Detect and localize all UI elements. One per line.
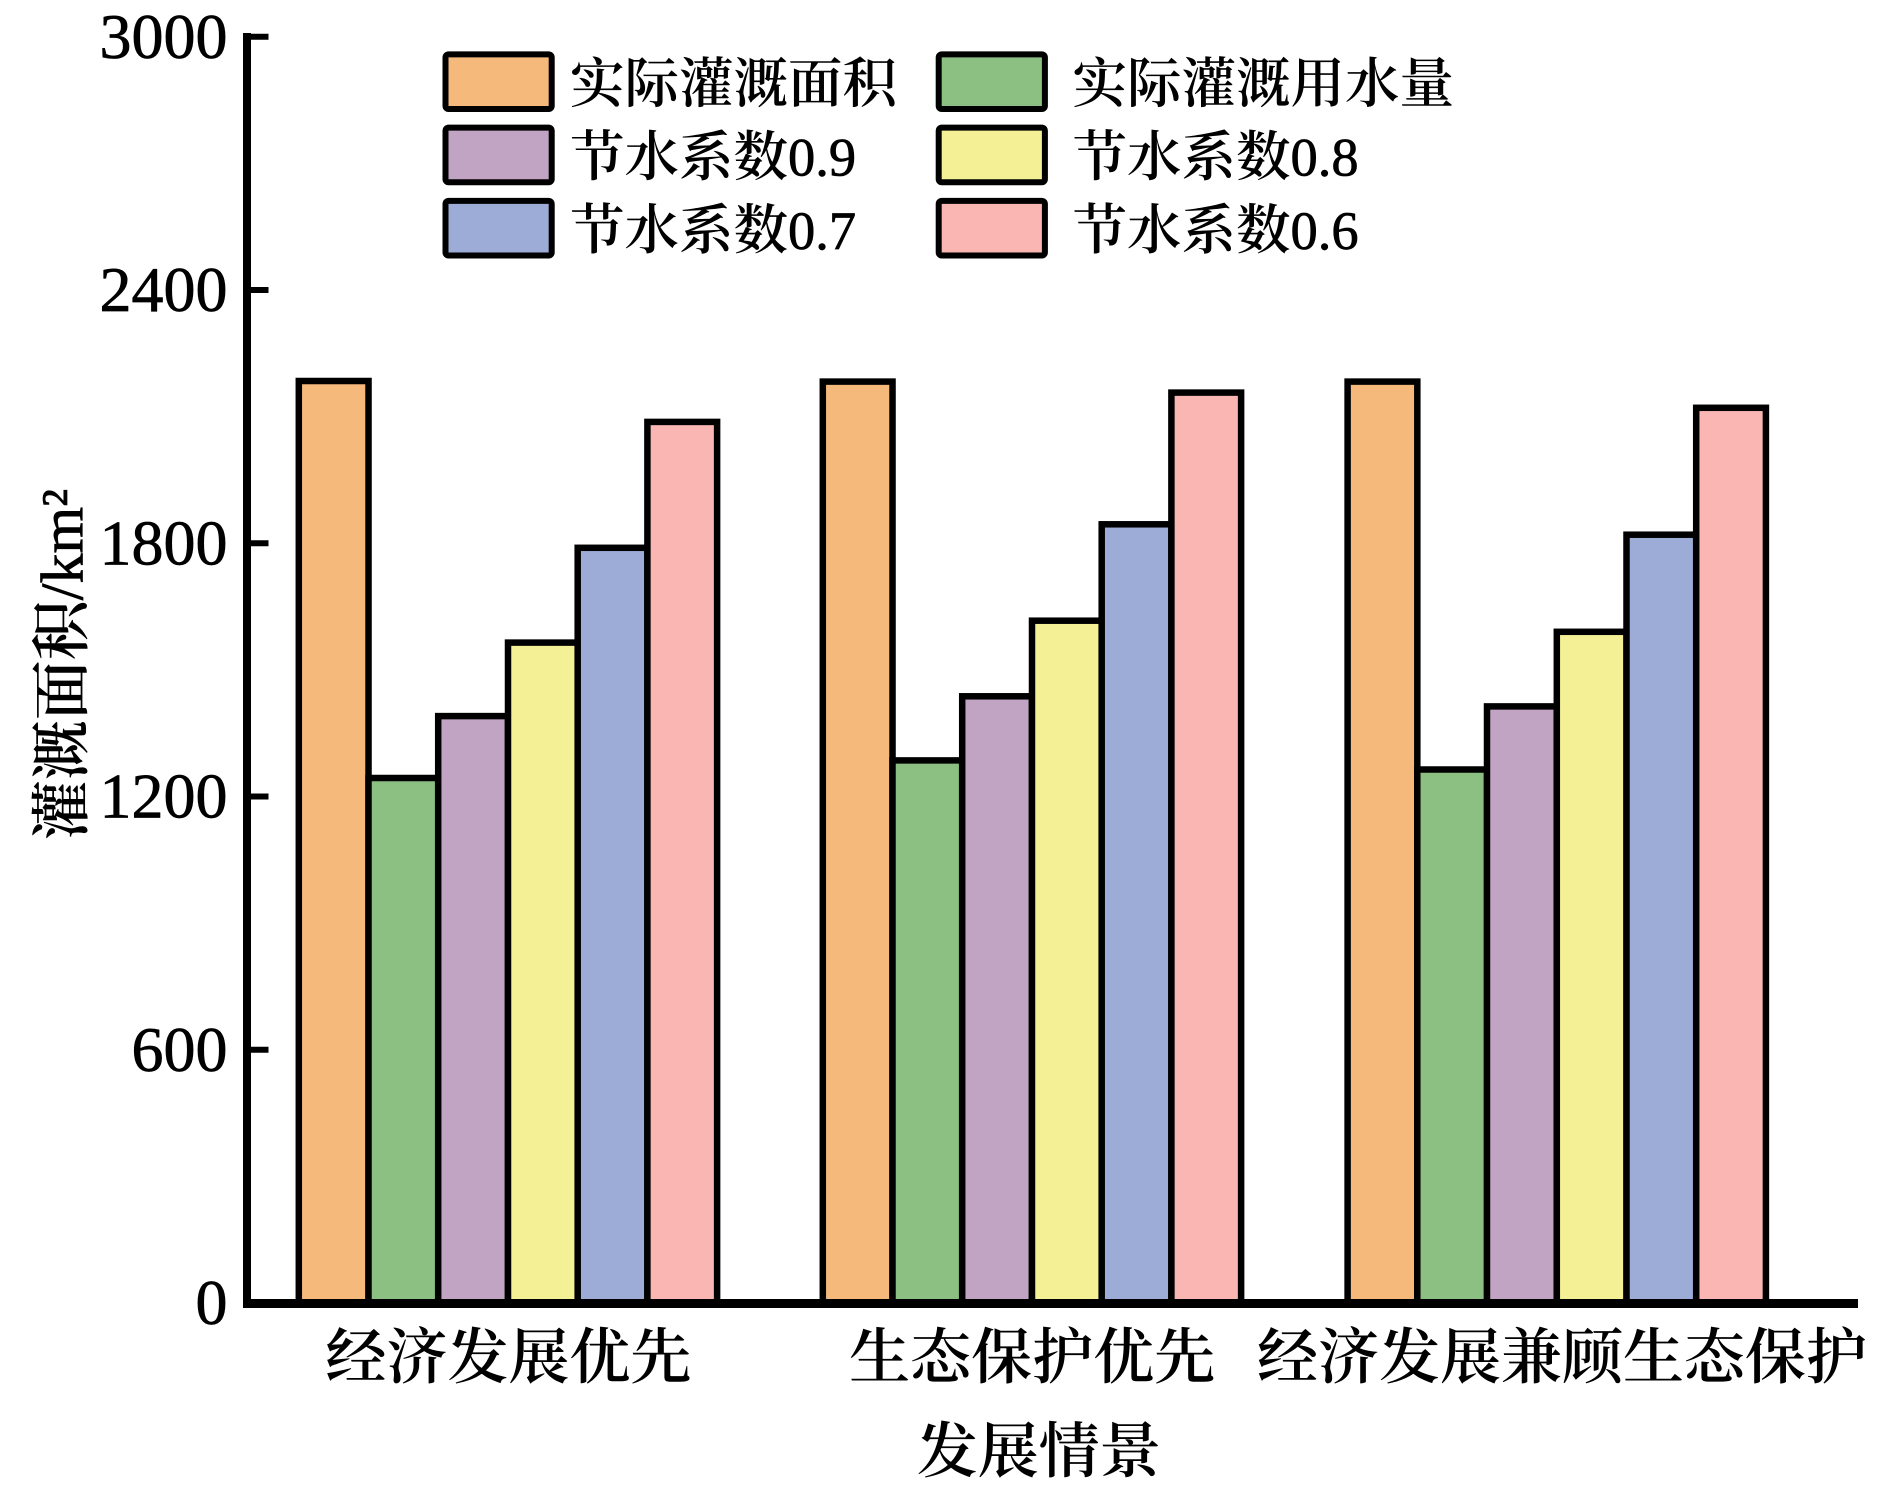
svg-text:3000: 3000 (100, 1, 228, 72)
svg-text:0.9: 0.9 (788, 127, 856, 188)
svg-text:1800: 1800 (100, 508, 228, 579)
svg-text:0.6: 0.6 (1291, 200, 1359, 261)
svg-text:1200: 1200 (100, 761, 228, 832)
svg-text:0.8: 0.8 (1291, 127, 1359, 188)
svg-text:0.7: 0.7 (788, 200, 856, 261)
svg-text:/km²: /km² (29, 489, 95, 600)
svg-text:2400: 2400 (100, 254, 228, 325)
svg-text:600: 600 (132, 1014, 228, 1085)
svg-text:0: 0 (196, 1267, 228, 1338)
